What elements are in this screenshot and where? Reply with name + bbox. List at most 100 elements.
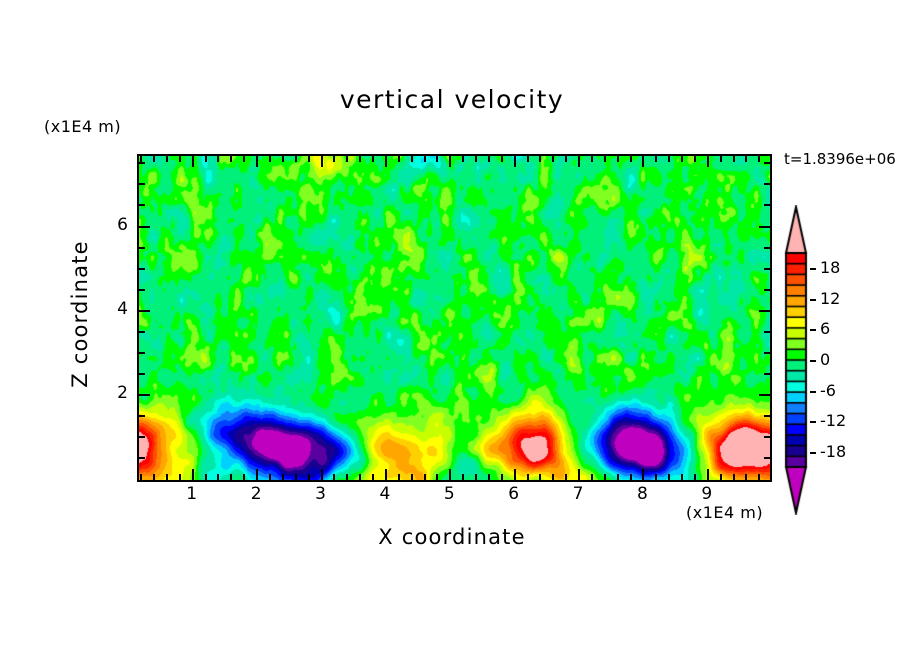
x-tick <box>191 469 194 480</box>
x-tick <box>346 474 349 480</box>
x-tick-top <box>178 156 181 162</box>
x-tick <box>307 474 310 480</box>
x-tick-top <box>423 156 426 162</box>
colorbar-tick <box>810 390 816 393</box>
y-tick-right <box>759 225 770 228</box>
x-tick <box>462 474 465 480</box>
colorbar-tick <box>810 451 816 454</box>
y-tick <box>139 330 145 333</box>
x-tick-top <box>140 156 143 162</box>
x-tick-top <box>268 156 271 162</box>
y-tick <box>139 435 145 438</box>
y-tick-right <box>764 162 770 165</box>
x-tick-label: 6 <box>508 484 520 504</box>
y-tick-right <box>764 435 770 438</box>
x-tick-top <box>681 156 684 162</box>
colorbar-tick <box>810 268 816 271</box>
x-tick-top <box>578 156 581 167</box>
x-tick-top <box>346 156 349 162</box>
y-tick <box>139 183 145 186</box>
x-tick-label: 3 <box>315 484 326 504</box>
colorbar-tick <box>810 298 816 301</box>
x-tick <box>256 469 259 480</box>
x-axis-unit-label: (x1E4 m) <box>686 503 764 522</box>
x-tick <box>281 474 284 480</box>
x-tick <box>243 474 246 480</box>
x-tick <box>372 474 374 480</box>
y-tick-right <box>764 456 770 459</box>
y-tick <box>139 414 145 417</box>
x-tick-top <box>642 156 645 167</box>
x-tick <box>320 469 323 480</box>
x-tick-top <box>372 156 374 162</box>
x-tick-top <box>256 156 259 167</box>
y-tick <box>139 288 145 291</box>
y-tick <box>139 351 145 354</box>
x-tick-top <box>539 156 542 162</box>
y-tick <box>139 204 145 207</box>
x-tick <box>616 474 619 480</box>
x-tick-top <box>436 156 439 162</box>
x-tick <box>333 474 336 480</box>
x-tick <box>539 474 542 480</box>
x-tick-label: 2 <box>250 484 262 504</box>
x-tick <box>204 474 207 480</box>
x-tick <box>578 469 581 480</box>
y-tick-right <box>764 351 770 354</box>
y-tick-right <box>764 414 770 417</box>
y-axis-title: Z coordinate <box>68 240 92 388</box>
y-tick <box>139 246 145 249</box>
y-tick <box>139 267 145 270</box>
y-tick-right <box>764 246 770 249</box>
x-tick <box>230 474 233 480</box>
x-tick <box>217 474 220 480</box>
x-tick <box>384 469 387 480</box>
x-tick-label: 4 <box>379 484 391 504</box>
x-tick-top <box>153 156 156 162</box>
x-tick-top <box>655 156 658 162</box>
y-tick-right <box>764 330 770 333</box>
x-tick <box>475 474 478 480</box>
x-tick-top <box>410 156 413 162</box>
timestamp-label: t=1.8396e+06 <box>784 150 896 168</box>
x-tick-top <box>320 156 323 167</box>
y-tick-right <box>764 267 770 270</box>
x-tick <box>500 474 503 480</box>
y-tick <box>139 309 150 312</box>
x-tick-top <box>500 156 503 162</box>
y-tick-right <box>764 288 770 291</box>
y-tick-right <box>764 183 770 186</box>
x-tick <box>140 474 143 480</box>
y-tick-right <box>764 204 770 207</box>
x-tick <box>681 474 684 480</box>
x-tick-top <box>462 156 465 162</box>
x-tick <box>693 474 696 480</box>
y-tick-label: 6 <box>117 214 128 235</box>
x-tick <box>178 474 181 480</box>
x-tick <box>397 474 400 480</box>
y-tick-right <box>764 372 770 375</box>
x-tick <box>410 474 413 480</box>
x-tick-top <box>281 156 284 162</box>
x-tick-top <box>616 156 619 162</box>
x-tick-top <box>307 156 310 162</box>
colorbar-tick-label: 18 <box>820 258 841 278</box>
y-tick <box>139 456 145 459</box>
x-tick-top <box>629 156 632 162</box>
colorbar-tick-label: 0 <box>820 350 831 369</box>
x-tick-top <box>243 156 246 162</box>
x-tick <box>153 474 156 480</box>
colorbar-gradient <box>782 205 810 515</box>
x-tick-label: 8 <box>637 484 648 504</box>
x-tick-label: 1 <box>186 484 198 504</box>
x-tick-top <box>217 156 220 162</box>
x-tick-top <box>487 156 490 162</box>
y-tick-right <box>759 309 770 312</box>
x-tick-top <box>603 156 606 162</box>
x-tick <box>268 474 271 480</box>
colorbar-tick <box>810 360 816 362</box>
x-tick <box>565 474 568 480</box>
y-tick-label: 4 <box>117 298 128 319</box>
x-axis-title: X coordinate <box>378 525 526 549</box>
